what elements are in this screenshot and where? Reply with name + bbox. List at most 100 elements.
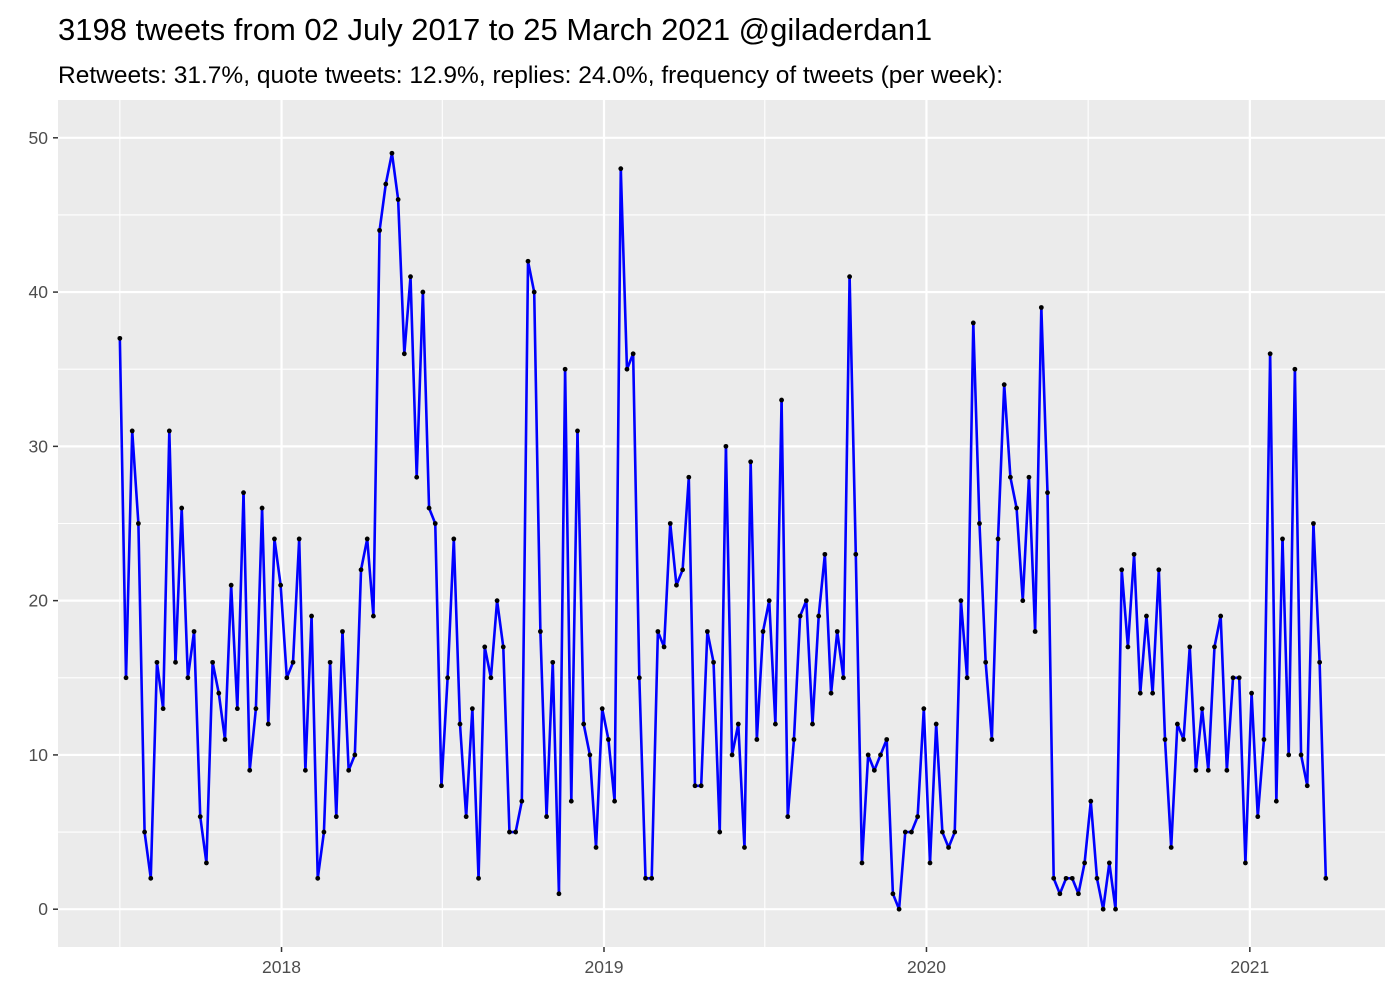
series-segment [427,506,437,525]
series-segment [489,599,499,680]
series-segment [1244,691,1253,865]
series-segment [483,645,493,680]
data-point [1088,798,1094,804]
data-point [871,767,877,773]
data-point [915,814,921,820]
series-segment [464,707,474,818]
data-point [1286,752,1292,758]
data-point [500,644,506,650]
data-point [896,906,902,912]
data-point [1162,737,1168,742]
data-point [476,875,481,881]
series-segment [322,661,332,834]
data-point [1014,505,1019,511]
series-segment [1015,506,1025,602]
data-point [618,166,624,172]
data-point [451,536,457,542]
series-segment [1095,877,1105,911]
series-segment [1021,475,1031,602]
data-point [655,629,661,634]
data-point [1174,721,1180,727]
data-point [717,829,723,835]
series-segment [297,537,307,772]
series-segment [1188,645,1198,772]
series-segment [390,151,400,201]
series-segment [396,198,406,356]
series-segment [668,522,678,587]
data-point [1125,644,1131,650]
series-segment [433,522,443,788]
data-point [1292,366,1298,372]
data-point [680,567,686,573]
series-segment [1077,861,1086,896]
data-point [1119,567,1125,573]
data-point [414,474,420,480]
data-point [142,829,147,835]
data-point [1106,860,1112,866]
series-segment [866,753,876,772]
data-point [581,721,587,727]
series-segment [192,630,202,818]
data-point [1267,351,1273,357]
data-point [1045,490,1050,496]
data-point [463,814,469,820]
series-segment [532,290,542,633]
data-point [302,767,308,773]
data-point [272,536,277,542]
data-point [890,891,896,897]
data-point [469,706,475,712]
series-segment [452,537,462,726]
data-point [729,752,735,758]
series-segment [978,522,987,664]
data-point [952,829,958,835]
data-point [630,351,636,357]
data-point [377,227,382,233]
series-segment [551,661,561,896]
series-segment [242,491,252,772]
series-segment [650,630,660,880]
data-point [1076,891,1081,897]
series-segment [1163,738,1173,849]
data-point [315,875,321,881]
series-segment [749,460,759,741]
series-segment [687,475,697,788]
series-segment [273,537,282,587]
series-segment [613,167,623,803]
series-segment [1194,707,1204,772]
series-segment [706,630,715,664]
series-segment [1275,537,1284,803]
data-point [1144,613,1149,619]
data-point [525,258,531,264]
data-point [1063,875,1069,881]
series-segment [1083,799,1093,865]
data-point [333,814,339,820]
series-segment [638,676,647,880]
series-segment [681,475,691,572]
series-segment [1293,367,1303,757]
chart-subtitle: Retweets: 31.7%, quote tweets: 12.9%, re… [58,62,1004,89]
data-points [117,150,1329,912]
series-segment [805,599,814,726]
data-point [488,675,494,681]
data-point [1131,551,1137,557]
series-segment [910,815,919,834]
series-segment [1250,691,1260,818]
series-segment [1070,877,1080,896]
series-segment [842,275,851,680]
series-segment [316,830,326,880]
data-point [278,582,284,588]
data-point [1069,875,1075,881]
series-segment [774,398,783,726]
series-segment [409,275,418,479]
series-segment [341,630,350,772]
x-tick-label: 2021 [1230,957,1269,977]
series-segment [600,707,610,741]
data-point [562,366,568,372]
series-segment [780,398,790,818]
series-segment [211,661,221,695]
series-segment [1027,475,1037,633]
data-point [1051,875,1057,881]
data-point [445,675,451,681]
data-point [568,798,574,804]
